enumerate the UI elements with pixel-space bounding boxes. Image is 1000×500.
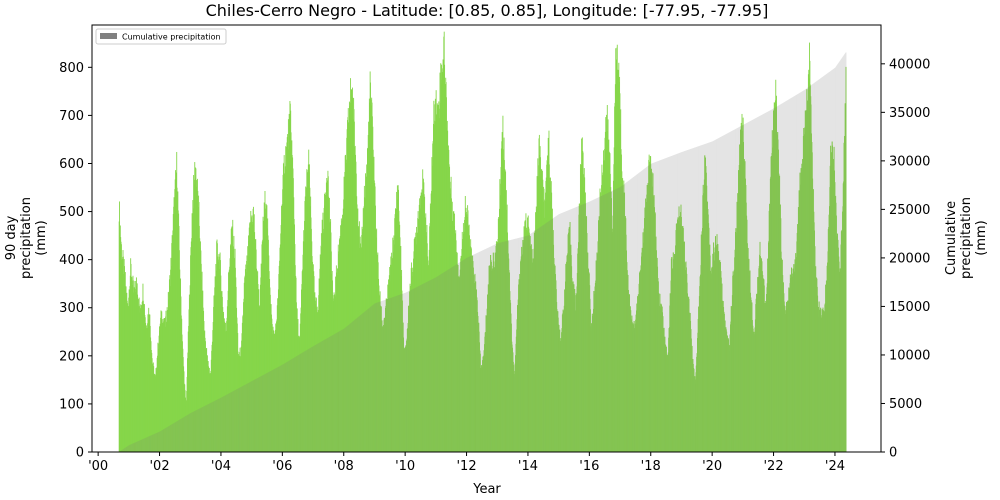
legend-swatch <box>100 33 117 39</box>
x-axis-label: Year <box>472 482 501 497</box>
right-y-axis-label: Cumulative precipitation (mm) <box>944 197 989 279</box>
overlap-region <box>119 66 847 453</box>
plot-frame <box>91 24 882 453</box>
legend-label: Cumulative precipitation <box>122 33 221 42</box>
x-axis: '00'02'04'06'08'10'12'14'16'18'20'22'24 <box>88 452 845 474</box>
left-y-axis-label: 90 day precipitation (mm) <box>4 197 49 279</box>
legend: Cumulative precipitation <box>95 28 227 45</box>
chart-title: Chiles-Cerro Negro - Latitude: [0.85, 0.… <box>206 1 769 20</box>
